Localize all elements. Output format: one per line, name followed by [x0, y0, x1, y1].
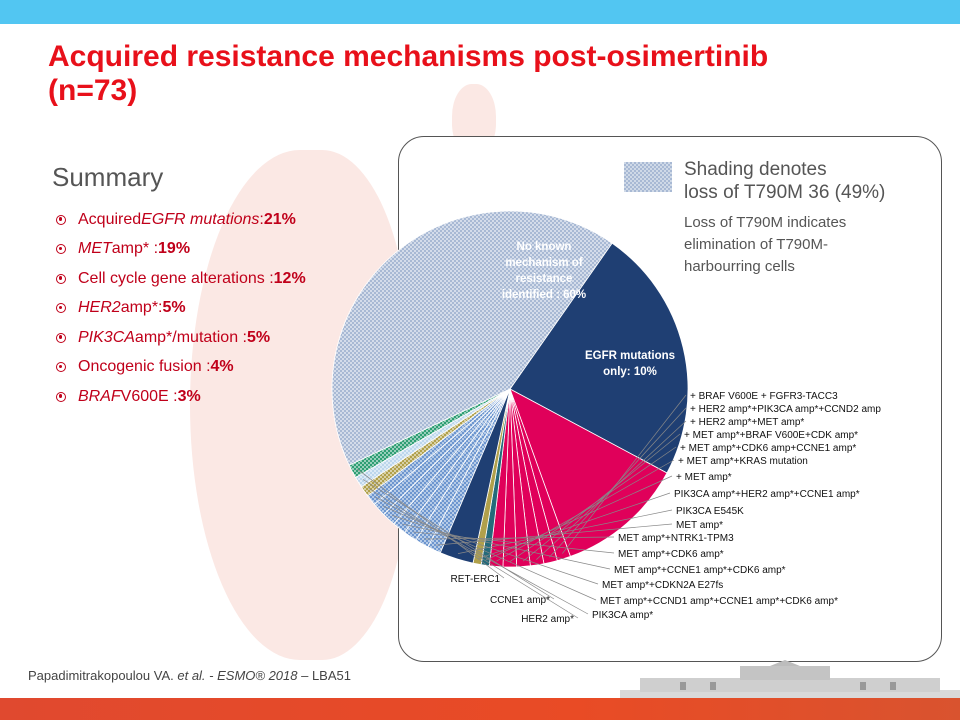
slice-label: PIK3CA E545K — [676, 506, 744, 517]
summary-item: Cell cycle gene alterations : 12% — [56, 264, 306, 294]
slice-label: MET amp* — [676, 520, 723, 531]
leader-line — [536, 420, 687, 560]
legend-shading-swatch — [624, 162, 672, 192]
leader-line — [522, 433, 681, 562]
slice-label: MET amp*+CCNE1 amp*+CDK6 amp* — [614, 565, 786, 576]
pie-slice-shading — [393, 389, 510, 533]
slice-label: MET amp*+NTRK1-TPM3 — [618, 533, 734, 544]
summary-item: HER2 amp*: 5% — [56, 294, 306, 324]
summary-item: PIK3CA amp*/mutation : 5% — [56, 323, 306, 353]
leader-line — [485, 475, 673, 561]
pie-slice-shading — [332, 210, 613, 466]
leader-line — [402, 523, 611, 570]
top-accent-bar — [0, 0, 960, 24]
bullet-icon — [56, 391, 66, 402]
pie-slice-shading — [355, 389, 510, 487]
summary-item: MET amp* : 19% — [56, 235, 306, 265]
leader-line — [496, 459, 675, 562]
leader-line — [356, 468, 505, 579]
title-line-2: (n=73) — [48, 74, 138, 107]
pie-slice-shading — [415, 389, 510, 547]
summary-heading: Summary — [52, 162, 164, 192]
slice-label: PIK3CA amp* — [592, 610, 653, 621]
pie-slice-shading — [374, 389, 510, 515]
pie-slice-shading — [383, 389, 510, 524]
slice-label: MET amp*+CCND1 amp*+CCNE1 amp*+CDK6 amp* — [600, 596, 838, 607]
leader-line — [392, 515, 599, 585]
bullet-icon — [56, 273, 66, 284]
bullet-icon — [56, 244, 66, 255]
legend-line-2: loss of T790M 36 (49%) — [684, 182, 886, 203]
slice-label: HER2 amp* — [521, 614, 574, 625]
slice-label: + MET amp*+CDK6 amp+CCNE1 amp* — [680, 443, 856, 454]
inner-slice-label: No known — [517, 241, 572, 253]
summary-list: Acquired EGFR mutations : 21% MET amp* :… — [56, 205, 306, 412]
slice-label: RET-ERC1 — [451, 574, 501, 585]
legend-title: Shading denotes loss of T790M 36 (49%) — [684, 158, 885, 204]
summary-item: Acquired EGFR mutations : 21% — [56, 205, 306, 235]
leader-line — [509, 446, 677, 562]
pie-slice-shading — [349, 389, 510, 478]
slice-label: MET amp*+CDK6 amp* — [618, 549, 724, 560]
inner-slice-label: mechanism of — [505, 257, 582, 269]
inner-slice-label: identified : 60% — [502, 289, 586, 301]
title-line-1: Acquired resistance mechanisms post-osim… — [48, 40, 769, 73]
leader-line — [374, 496, 589, 615]
slice-label: PIK3CA amp*+HER2 amp*+CCNE1 amp* — [674, 489, 860, 500]
leader-line — [477, 492, 671, 560]
leader-line — [457, 509, 673, 554]
leader-line — [549, 407, 687, 558]
pie-slice-shading — [404, 389, 510, 541]
slide-title: Acquired resistance mechanisms post-osim… — [48, 40, 908, 108]
slice-label: CCNE1 amp* — [490, 595, 550, 606]
leader-line — [382, 505, 597, 601]
leader-line — [362, 479, 555, 600]
citation-footer: Papadimitrakopoulou VA. et al. - ESMO® 2… — [28, 668, 351, 683]
pie-slice-shading — [367, 389, 510, 505]
legend-line-1: Shading denotes — [684, 159, 827, 180]
bullet-icon — [56, 303, 66, 314]
pie-slice — [509, 242, 689, 474]
inner-slice-label: resistance — [516, 273, 573, 285]
slice-label: MET amp*+CDKN2A E27fs — [602, 580, 723, 591]
pie-slice-shading — [361, 389, 510, 496]
leader-line — [562, 394, 687, 554]
leader-line — [424, 536, 615, 540]
bullet-icon — [56, 362, 66, 373]
pie-slice — [509, 388, 668, 557]
slice-label: + MET amp*+BRAF V600E+CDK amp* — [684, 430, 858, 441]
summary-item: BRAF V600E : 3% — [56, 382, 306, 412]
slice-label: + BRAF V600E + FGFR3-TACC3 — [690, 391, 838, 402]
inner-slice-label: only: 10% — [603, 366, 657, 378]
pie-slice-shading — [427, 389, 510, 553]
leader-line — [436, 523, 673, 546]
summary-item: Oncogenic fusion : 4% — [56, 353, 306, 383]
slice-label: + HER2 amp*+MET amp* — [690, 417, 804, 428]
leader-line — [368, 487, 579, 619]
slice-label: + MET amp*+KRAS mutation — [678, 456, 808, 467]
bullet-icon — [56, 214, 66, 225]
bullet-icon — [56, 332, 66, 343]
slice-label: + HER2 amp*+PIK3CA amp*+CCND2 amp — [690, 404, 881, 415]
slice-label: + MET amp* — [676, 472, 732, 483]
legend-note: Loss of T790M indicates elimination of T… — [684, 214, 847, 275]
inner-slice-label: EGFR mutations — [585, 350, 675, 362]
bottom-accent-strip — [0, 698, 960, 720]
